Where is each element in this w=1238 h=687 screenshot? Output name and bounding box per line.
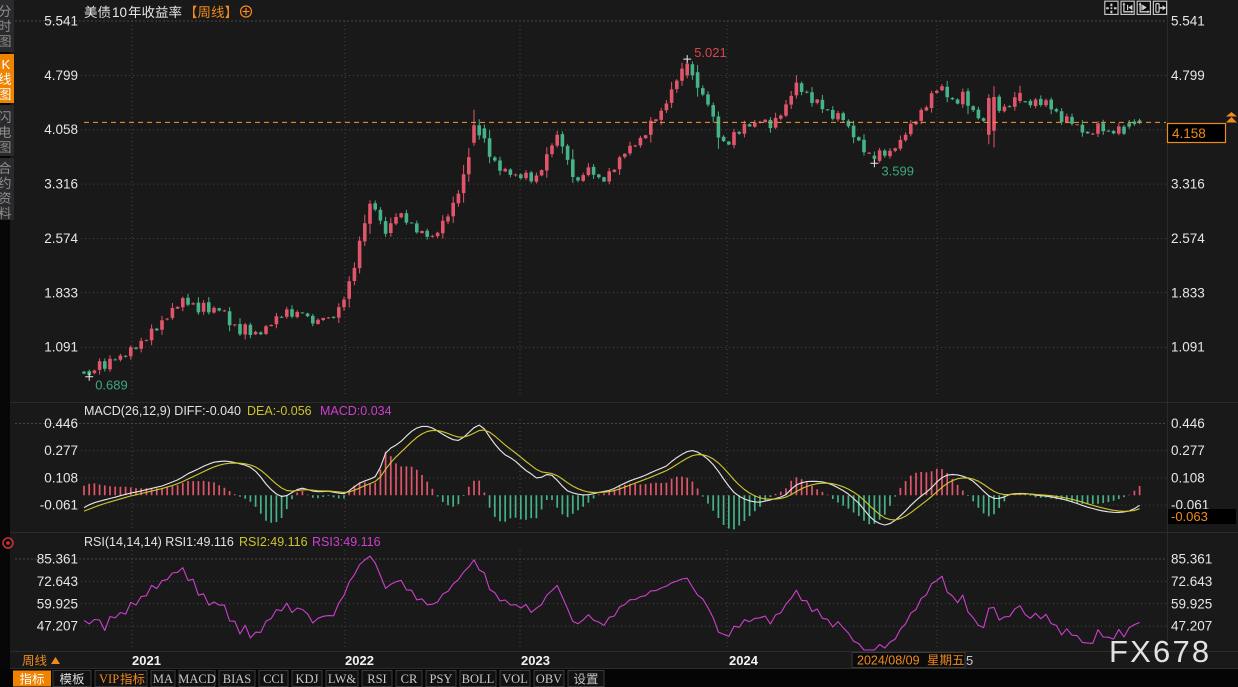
svg-text:DEA:-0.056: DEA:-0.056	[247, 404, 312, 418]
svg-text:-0.061: -0.061	[1171, 498, 1209, 513]
svg-text:2022: 2022	[345, 653, 374, 668]
svg-text:1.091: 1.091	[1171, 340, 1205, 355]
svg-text:-0.061: -0.061	[40, 498, 78, 513]
svg-text:85.361: 85.361	[37, 552, 78, 567]
svg-text:2024: 2024	[729, 653, 759, 668]
svg-text:3.316: 3.316	[44, 177, 78, 192]
svg-text:0.446: 0.446	[44, 416, 78, 431]
svg-text:2.574: 2.574	[1171, 231, 1205, 246]
svg-text:LW&: LW&	[328, 672, 357, 686]
svg-text:2024/08/09: 2024/08/09	[857, 654, 920, 668]
svg-text:59.925: 59.925	[1171, 596, 1212, 611]
svg-text:VOL: VOL	[502, 672, 528, 686]
svg-text:0.108: 0.108	[44, 470, 78, 485]
svg-text:0.689: 0.689	[95, 378, 128, 393]
svg-text:OBV: OBV	[536, 672, 562, 686]
svg-text:4.799: 4.799	[44, 68, 78, 83]
svg-text:MACD: MACD	[178, 672, 216, 686]
svg-text:BOLL: BOLL	[462, 672, 495, 686]
svg-text:59.925: 59.925	[37, 596, 78, 611]
svg-text:0.446: 0.446	[1171, 416, 1205, 431]
svg-text:72.643: 72.643	[37, 574, 78, 589]
svg-text:10: 10	[112, 5, 127, 20]
svg-text:0.108: 0.108	[1171, 470, 1205, 485]
svg-text:72.643: 72.643	[1171, 574, 1212, 589]
svg-text:KDJ: KDJ	[296, 672, 319, 686]
svg-text:5: 5	[966, 653, 973, 668]
svg-text:CR: CR	[401, 672, 418, 686]
svg-text:PSY: PSY	[430, 672, 453, 686]
svg-text:2021: 2021	[132, 653, 161, 668]
svg-text:85.361: 85.361	[1171, 552, 1212, 567]
svg-text:3.316: 3.316	[1171, 177, 1205, 192]
svg-text:MA: MA	[153, 672, 173, 686]
svg-text:4.799: 4.799	[1171, 68, 1205, 83]
svg-text:RSI: RSI	[367, 672, 386, 686]
svg-text:47.207: 47.207	[1171, 619, 1212, 634]
svg-text:CCI: CCI	[263, 672, 284, 686]
svg-text:4.158: 4.158	[1172, 126, 1206, 141]
svg-text:3.599: 3.599	[881, 163, 914, 178]
svg-text:RSI2:49.116: RSI2:49.116	[239, 535, 308, 549]
svg-text:0.277: 0.277	[1171, 443, 1205, 458]
svg-text:MACD:0.034: MACD:0.034	[320, 404, 392, 418]
svg-text:2023: 2023	[521, 653, 550, 668]
svg-text:5.541: 5.541	[1171, 14, 1205, 29]
svg-text:MACD(26,12,9) DIFF:-0.040: MACD(26,12,9) DIFF:-0.040	[84, 404, 241, 418]
svg-text:47.207: 47.207	[37, 619, 78, 634]
svg-text:1.833: 1.833	[1171, 285, 1205, 300]
svg-text:RSI(14,14,14) RSI1:49.116: RSI(14,14,14) RSI1:49.116	[84, 535, 234, 549]
svg-text:VIP: VIP	[99, 672, 119, 686]
svg-text:BIAS: BIAS	[223, 672, 252, 686]
svg-text:4.058: 4.058	[44, 122, 78, 137]
svg-text:1.091: 1.091	[44, 340, 78, 355]
svg-text:-0.063: -0.063	[1171, 509, 1208, 524]
svg-text:1.833: 1.833	[44, 285, 78, 300]
svg-text:2.574: 2.574	[44, 231, 78, 246]
svg-text:0.277: 0.277	[44, 443, 78, 458]
svg-text:K: K	[2, 57, 11, 72]
svg-text:RSI3:49.116: RSI3:49.116	[312, 535, 381, 549]
svg-text:5.021: 5.021	[694, 45, 727, 60]
svg-text:FX678: FX678	[1109, 634, 1211, 669]
svg-text:5.541: 5.541	[44, 14, 78, 29]
